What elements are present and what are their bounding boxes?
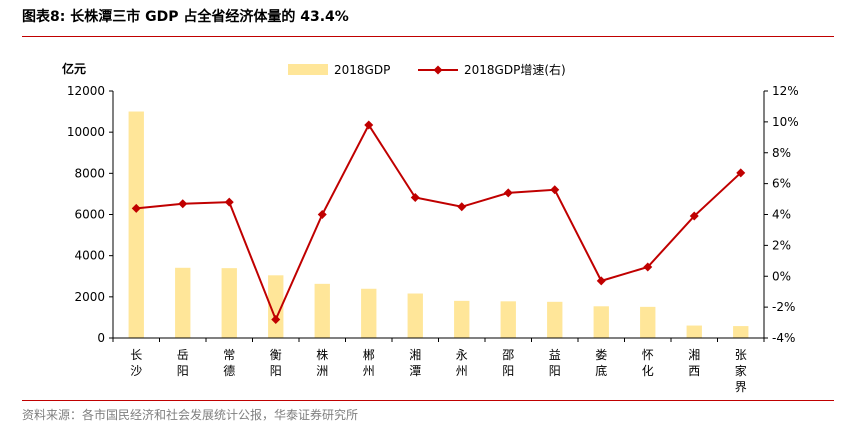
bar-0 [128,111,144,339]
bar-2 [221,268,237,338]
x-label-6-char-0: 湘 [409,347,421,362]
x-label-6-char-1: 潭 [409,364,421,378]
y-left-tick-6: 12000 [67,84,105,98]
bar-1 [175,267,191,338]
x-label-2-char-1: 德 [223,363,235,378]
y-right-tick-7: 10% [772,115,799,129]
legend-label-gdp: 2018GDP [334,63,390,77]
bar-5 [361,288,377,338]
growth-point-2 [224,197,234,207]
growth-line [136,122,742,323]
chart-title: 图表8: 长株潭三市 GDP 占全省经济体量的 43.4% [22,9,349,25]
y-right-tick-1: -2% [772,300,795,314]
growth-point-3 [271,314,281,324]
x-label-3-char-0: 衡 [270,348,282,362]
y-right-tick-4: 4% [772,208,791,222]
bar-4 [314,283,330,338]
bar-8 [500,301,516,338]
gdp-chart: 0 2000 4000 6000 8000 10000 12000 -4% -2% 0% 2% 4% 6… [62,61,799,394]
x-label-13-char-0: 张 [735,348,747,362]
y-left-tick-5: 10000 [67,125,105,139]
y-left-tick-4: 8000 [74,166,105,180]
source-note: 资料来源：各市国民经济和社会发展统计公报，华泰证券研究所 [22,408,359,422]
x-label-11-char-1: 化 [642,364,654,378]
bar-9 [547,301,563,338]
x-label-8-char-0: 邵 [502,348,514,362]
y-right-tick-2: 0% [772,269,791,283]
y-right-tick-5: 6% [772,177,791,191]
x-label-10-char-1: 底 [595,363,607,378]
y-right-tick-0: -4% [772,331,795,345]
x-label-7-char-0: 永 [456,348,468,362]
y-left-tick-3: 6000 [74,208,105,222]
title-divider [22,36,834,37]
growth-point-8 [503,188,513,198]
x-label-5-char-1: 州 [363,364,375,378]
x-label-7-char-1: 州 [456,364,468,378]
x-label-13-char-2: 界 [735,380,747,394]
legend-label-growth: 2018GDP增速(右) [464,62,566,77]
growth-point-0 [131,203,141,213]
x-label-4-char-0: 株 [316,347,328,362]
x-label-8-char-1: 阳 [502,364,514,378]
x-label-2-char-0: 常 [223,348,235,362]
bar-11 [640,306,656,338]
bar-13 [733,326,749,338]
bar-7 [454,300,470,338]
legend-swatch-gdp [288,64,328,75]
x-label-1-char-1: 阳 [177,364,189,378]
x-label-11-char-0: 怀 [642,348,654,362]
y-right-tick-6: 8% [772,146,791,160]
x-label-0-char-0: 长 [130,348,142,362]
legend-swatch-growth-marker [433,65,443,75]
growth-point-11 [643,262,653,272]
x-label-10-char-0: 娄 [595,347,607,362]
growth-point-9 [550,185,560,195]
x-label-3-char-1: 阳 [270,364,282,378]
bar-6 [407,293,423,338]
bar-12 [686,325,702,338]
growth-point-13 [736,168,746,178]
growth-point-1 [178,199,188,209]
x-label-4-char-1: 洲 [316,364,328,378]
x-label-9-char-0: 益 [549,348,561,362]
growth-point-12 [689,211,699,221]
y-left-tick-0: 0 [97,331,105,345]
x-label-9-char-1: 阳 [549,364,561,378]
x-label-12-char-0: 湘 [688,347,700,362]
y-right-tick-8: 12% [772,84,799,98]
x-label-0-char-1: 沙 [130,364,142,378]
growth-point-5 [364,120,374,130]
growth-point-7 [457,202,467,212]
y-right-tick-3: 2% [772,238,791,252]
growth-point-4 [317,210,327,219]
source-divider [22,400,834,401]
x-label-12-char-1: 西 [688,364,700,378]
y-left-tick-1: 2000 [74,290,105,304]
x-label-1-char-0: 岳 [177,348,189,362]
growth-point-10 [596,276,606,286]
growth-point-6 [410,193,420,203]
x-label-13-char-1: 家 [735,363,747,378]
bar-10 [593,306,609,338]
x-label-5-char-0: 郴 [363,348,375,362]
y-left-unit: 亿元 [62,61,86,76]
y-left-tick-2: 4000 [74,249,105,263]
bar-3 [268,275,284,338]
